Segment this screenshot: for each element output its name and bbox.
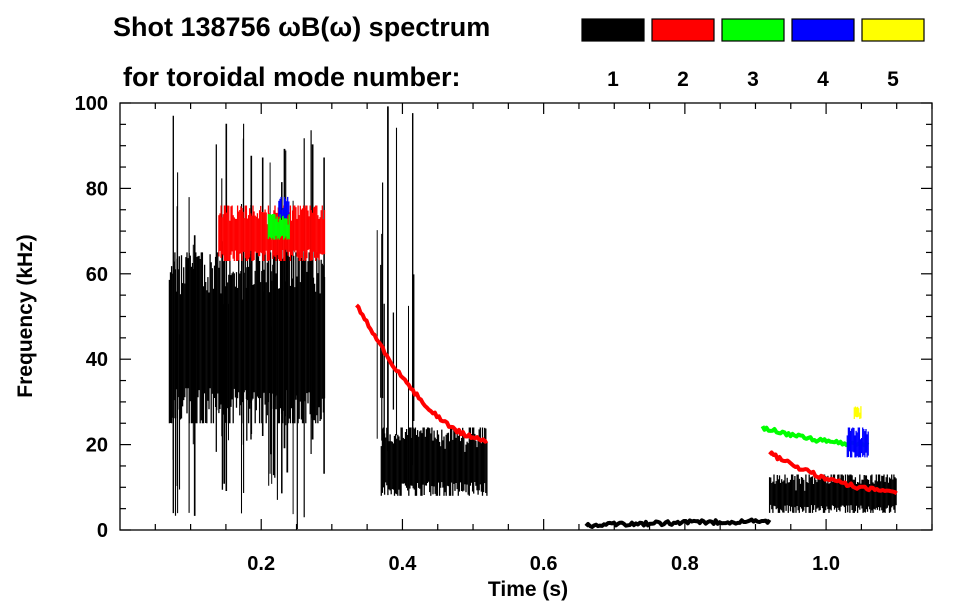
x-tick-label: 0.4 bbox=[389, 553, 418, 575]
x-axis-label: Time (s) bbox=[488, 578, 568, 601]
legend-swatch-mode-4 bbox=[791, 18, 855, 42]
series-mode-5-13 bbox=[853, 406, 862, 419]
chart-title-line2: for toroidal mode number: bbox=[123, 62, 461, 92]
x-tick-label: 0.2 bbox=[247, 553, 275, 575]
y-tick-label: 80 bbox=[86, 178, 108, 200]
legend-swatch-mode-5 bbox=[861, 18, 925, 42]
series-mode-3-9 bbox=[267, 214, 290, 240]
x-tick-label: 1.0 bbox=[812, 553, 840, 575]
plot-area bbox=[168, 106, 898, 529]
series-mode-2-7 bbox=[355, 303, 489, 444]
x-tick-label: 0.6 bbox=[530, 553, 558, 575]
y-axis-label: Frequency (kHz) bbox=[14, 234, 37, 397]
legend-label-mode-2: 2 bbox=[677, 68, 689, 91]
x-tick-label: 0.8 bbox=[671, 553, 699, 575]
series-mode-4-11 bbox=[278, 196, 290, 219]
legend-swatch-mode-1 bbox=[581, 18, 645, 42]
series-mode-1-3 bbox=[376, 106, 415, 487]
y-tick-label: 0 bbox=[97, 520, 108, 542]
series-mode-1-1 bbox=[172, 115, 325, 529]
chart-title-line1: Shot 138756 ωB(ω) spectrum bbox=[113, 12, 490, 42]
legend-swatch-mode-2 bbox=[651, 18, 715, 42]
series-mode-4-12 bbox=[846, 427, 869, 458]
y-tick-label: 100 bbox=[75, 93, 108, 115]
axes: 0.2 0.4 0.6 0.8 1.0 0 20 40 60 80 100 bbox=[75, 93, 933, 575]
series-mode-1-2 bbox=[380, 427, 488, 496]
y-tick-label: 20 bbox=[86, 435, 108, 457]
legend-label-mode-5: 5 bbox=[887, 68, 899, 91]
legend-label-mode-1: 1 bbox=[607, 68, 619, 91]
y-tick-label: 60 bbox=[86, 264, 108, 286]
series-mode-1-4 bbox=[584, 517, 772, 529]
series-mode-1-5 bbox=[768, 474, 897, 513]
y-tick-label: 40 bbox=[86, 349, 108, 371]
series-mode-2-8 bbox=[768, 450, 898, 496]
legend-swatch-mode-3 bbox=[721, 18, 785, 42]
legend-label-mode-4: 4 bbox=[817, 68, 829, 91]
mode-legend: 1 2 3 4 5 bbox=[581, 18, 925, 91]
legend-label-mode-3: 3 bbox=[747, 68, 759, 91]
